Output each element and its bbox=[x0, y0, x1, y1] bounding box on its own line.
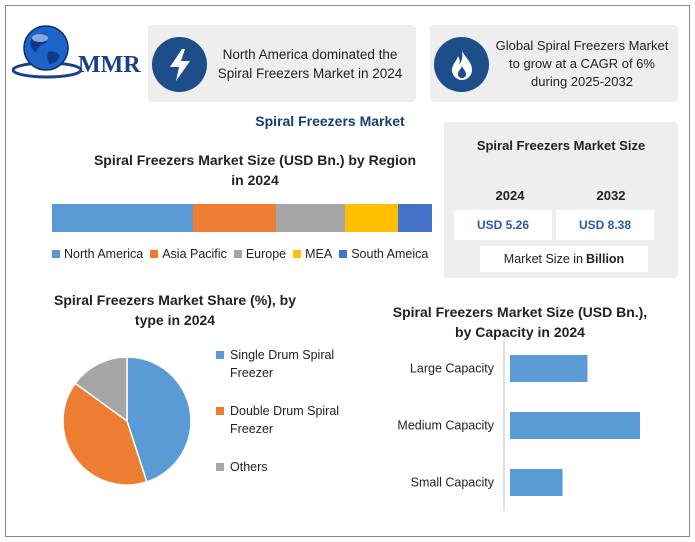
pie-legend-item: Double Drum Spiral Freezer bbox=[216, 402, 366, 438]
globe-icon bbox=[11, 25, 83, 79]
capacity-chart-title: Spiral Freezers Market Size (USD Bn.), b… bbox=[392, 304, 648, 340]
type-pie-chart bbox=[62, 356, 192, 486]
pie-legend-item: Others bbox=[216, 458, 366, 476]
region-legend-item: Asia Pacific bbox=[150, 247, 227, 261]
legend-swatch bbox=[52, 250, 60, 258]
info-text: North America dominated the Spiral Freez… bbox=[217, 46, 403, 81]
legend-swatch bbox=[150, 250, 159, 258]
legend-label: Others bbox=[230, 460, 268, 474]
legend-label: Europe bbox=[245, 247, 287, 261]
region-legend: North America Asia Pacific Europe MEA South … bbox=[52, 247, 432, 261]
size-unit-note: Market Size in Billion bbox=[480, 246, 648, 272]
capacity-category-label: Medium Capacity bbox=[397, 419, 494, 433]
flame-icon bbox=[434, 37, 489, 92]
legend-label: Single Drum Spiral Freezer bbox=[230, 348, 335, 380]
legend-swatch bbox=[293, 250, 302, 258]
year-2024: 2024 bbox=[495, 188, 525, 203]
region-legend-item: Europe bbox=[233, 247, 287, 261]
pie-slice bbox=[62, 382, 148, 486]
legend-swatch bbox=[216, 463, 224, 471]
size-note-prefix: Market Size in bbox=[503, 252, 583, 266]
value-2024: USD 5.26 bbox=[454, 210, 552, 240]
value-2032: USD 8.38 bbox=[556, 210, 654, 240]
pie-chart-title: Spiral Freezers Market Share (%), by typ… bbox=[54, 292, 296, 328]
region-bar-segment bbox=[276, 204, 345, 232]
region-legend-item: North America bbox=[52, 247, 143, 261]
market-size-panel: Spiral Freezers Market Size 2024 2032 US… bbox=[444, 122, 678, 278]
pie-legend-item: Single Drum Spiral Freezer bbox=[216, 346, 366, 382]
lightning-icon bbox=[152, 37, 207, 92]
region-bar-segment bbox=[344, 204, 398, 232]
legend-label: North America bbox=[64, 247, 144, 261]
legend-label: Asia Pacific bbox=[162, 247, 227, 261]
capacity-bar bbox=[510, 469, 563, 496]
region-bar-segment bbox=[192, 204, 277, 232]
info-text: Global Spiral Freezers Market to grow at… bbox=[495, 37, 669, 89]
legend-label: MEA bbox=[305, 247, 333, 261]
capacity-category-label: Large Capacity bbox=[410, 362, 495, 376]
legend-swatch bbox=[216, 407, 224, 415]
legend-swatch bbox=[216, 351, 224, 359]
pie-slice bbox=[74, 356, 128, 423]
info-box-north-america: North America dominated the Spiral Freez… bbox=[148, 25, 416, 102]
logo-text: MMR bbox=[78, 52, 141, 78]
info-box-cagr: Global Spiral Freezers Market to grow at… bbox=[430, 25, 678, 102]
capacity-category-label: Small Capacity bbox=[411, 476, 495, 490]
legend-swatch bbox=[233, 250, 242, 258]
mmr-logo: MMR bbox=[11, 22, 142, 82]
region-legend-item: MEA bbox=[293, 247, 332, 261]
region-bar-segment bbox=[397, 204, 432, 232]
pie-slice bbox=[126, 356, 192, 483]
legend-label: Double Drum Spiral Freezer bbox=[230, 404, 340, 436]
legend-swatch bbox=[339, 250, 348, 258]
region-bar-segment bbox=[52, 204, 193, 232]
pie-legend: Single Drum Spiral Freezer Double Drum Sp… bbox=[216, 346, 366, 496]
capacity-bar-chart: Large Capacity Medium Capacity Small Capac… bbox=[397, 340, 640, 511]
region-stacked-bar bbox=[52, 204, 432, 232]
size-panel-title: Spiral Freezers Market Size bbox=[476, 138, 646, 153]
region-chart-title: Spiral Freezers Market Size (USD Bn.) by… bbox=[93, 152, 417, 188]
main-title: Spiral Freezers Market bbox=[255, 113, 405, 129]
region-legend-item: South Ameica bbox=[339, 247, 428, 261]
size-note-bold: Billion bbox=[586, 252, 625, 266]
capacity-bar bbox=[510, 355, 588, 382]
legend-label: South Ameica bbox=[351, 247, 429, 261]
year-2032: 2032 bbox=[596, 188, 626, 203]
capacity-bar bbox=[510, 412, 640, 439]
